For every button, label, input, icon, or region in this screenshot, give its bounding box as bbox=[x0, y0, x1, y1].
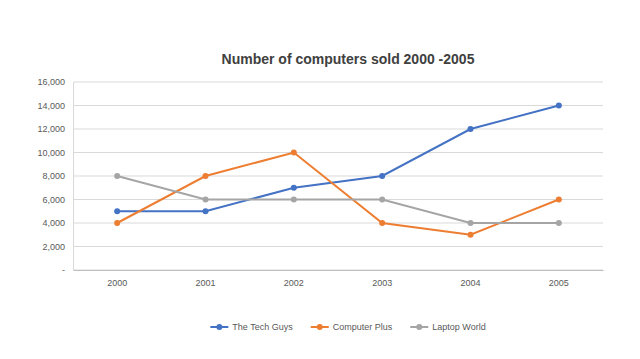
y-tick-label: 4,000 bbox=[42, 218, 65, 228]
y-tick-label: - bbox=[62, 265, 65, 275]
plot-area bbox=[114, 103, 562, 238]
y-axis: - 2,000 4,000 6,000 8,000 10,000 12,000 14,000 1… bbox=[37, 77, 73, 275]
x-tick: 2005 bbox=[549, 270, 569, 288]
x-tick-label: 2002 bbox=[284, 278, 304, 288]
grid-line bbox=[73, 176, 603, 177]
y-axis-line bbox=[73, 83, 74, 271]
series-line bbox=[117, 106, 559, 212]
series-marker bbox=[379, 220, 385, 226]
series-marker bbox=[556, 197, 562, 203]
y-tick-label: 12,000 bbox=[37, 124, 65, 134]
legend-marker bbox=[216, 324, 222, 330]
series-line bbox=[117, 153, 559, 235]
x-tick: 2002 bbox=[284, 270, 304, 288]
series-marker bbox=[468, 220, 474, 226]
legend-marker bbox=[317, 324, 323, 330]
grid-line bbox=[73, 105, 603, 106]
legend-item: Laptop World bbox=[410, 322, 485, 332]
y-tick: - bbox=[62, 265, 73, 275]
legend-item: The Tech Guys bbox=[210, 322, 293, 332]
x-tick-label: 2004 bbox=[460, 278, 480, 288]
series-marker bbox=[556, 103, 562, 109]
x-tick-label: 2001 bbox=[195, 278, 215, 288]
series-marker bbox=[379, 173, 385, 179]
y-tick: 10,000 bbox=[37, 148, 73, 158]
series-marker bbox=[203, 173, 209, 179]
series-line bbox=[117, 176, 559, 223]
y-tick: 14,000 bbox=[37, 101, 73, 111]
series-marker bbox=[114, 208, 120, 214]
y-tick-label: 2,000 bbox=[42, 242, 65, 252]
series-marker bbox=[556, 220, 562, 226]
grid-line bbox=[73, 270, 603, 271]
grid bbox=[73, 82, 603, 270]
series-marker bbox=[468, 126, 474, 132]
series-marker bbox=[468, 232, 474, 238]
grid-line bbox=[73, 129, 603, 130]
y-tick-label: 6,000 bbox=[42, 195, 65, 205]
series-marker bbox=[291, 197, 297, 203]
grid-line bbox=[73, 246, 603, 247]
x-tick: 2004 bbox=[460, 270, 480, 288]
y-tick: 8,000 bbox=[42, 171, 73, 181]
x-tick-label: 2000 bbox=[107, 278, 127, 288]
title: Number of computers sold 2000 -2005 bbox=[222, 51, 475, 67]
y-tick-label: 10,000 bbox=[37, 148, 65, 158]
series-marker bbox=[114, 220, 120, 226]
legend-marker bbox=[416, 324, 422, 330]
legend-item: Computer Plus bbox=[311, 322, 393, 332]
x-axis: 2000 2001 2002 2003 2004 2005 bbox=[74, 270, 604, 288]
legend-label: The Tech Guys bbox=[232, 322, 293, 332]
y-tick-label: 16,000 bbox=[37, 77, 65, 87]
y-tick: 12,000 bbox=[37, 124, 73, 134]
y-tick: 4,000 bbox=[42, 218, 73, 228]
x-tick-label: 2005 bbox=[549, 278, 569, 288]
x-axis-line bbox=[74, 270, 604, 271]
series-marker bbox=[203, 197, 209, 203]
series-marker bbox=[114, 173, 120, 179]
x-tick: 2000 bbox=[107, 270, 127, 288]
x-tick-label: 2003 bbox=[372, 278, 392, 288]
legend-label: Laptop World bbox=[432, 322, 485, 332]
x-tick: 2001 bbox=[195, 270, 215, 288]
y-tick: 16,000 bbox=[37, 77, 73, 87]
series-marker bbox=[203, 208, 209, 214]
grid-line bbox=[73, 82, 603, 83]
series-marker bbox=[291, 185, 297, 191]
series-marker bbox=[379, 197, 385, 203]
y-tick-label: 8,000 bbox=[42, 171, 65, 181]
y-tick-label: 14,000 bbox=[37, 101, 65, 111]
y-tick: 2,000 bbox=[42, 242, 73, 252]
chart: Number of computers sold 2000 -2005 - 2,00… bbox=[0, 0, 640, 359]
y-tick: 6,000 bbox=[42, 195, 73, 205]
legend: The Tech Guys Computer Plus Laptop World bbox=[210, 322, 485, 332]
legend-label: Computer Plus bbox=[333, 322, 393, 332]
x-tick: 2003 bbox=[372, 270, 392, 288]
grid-line bbox=[73, 152, 603, 153]
series-marker bbox=[291, 150, 297, 156]
